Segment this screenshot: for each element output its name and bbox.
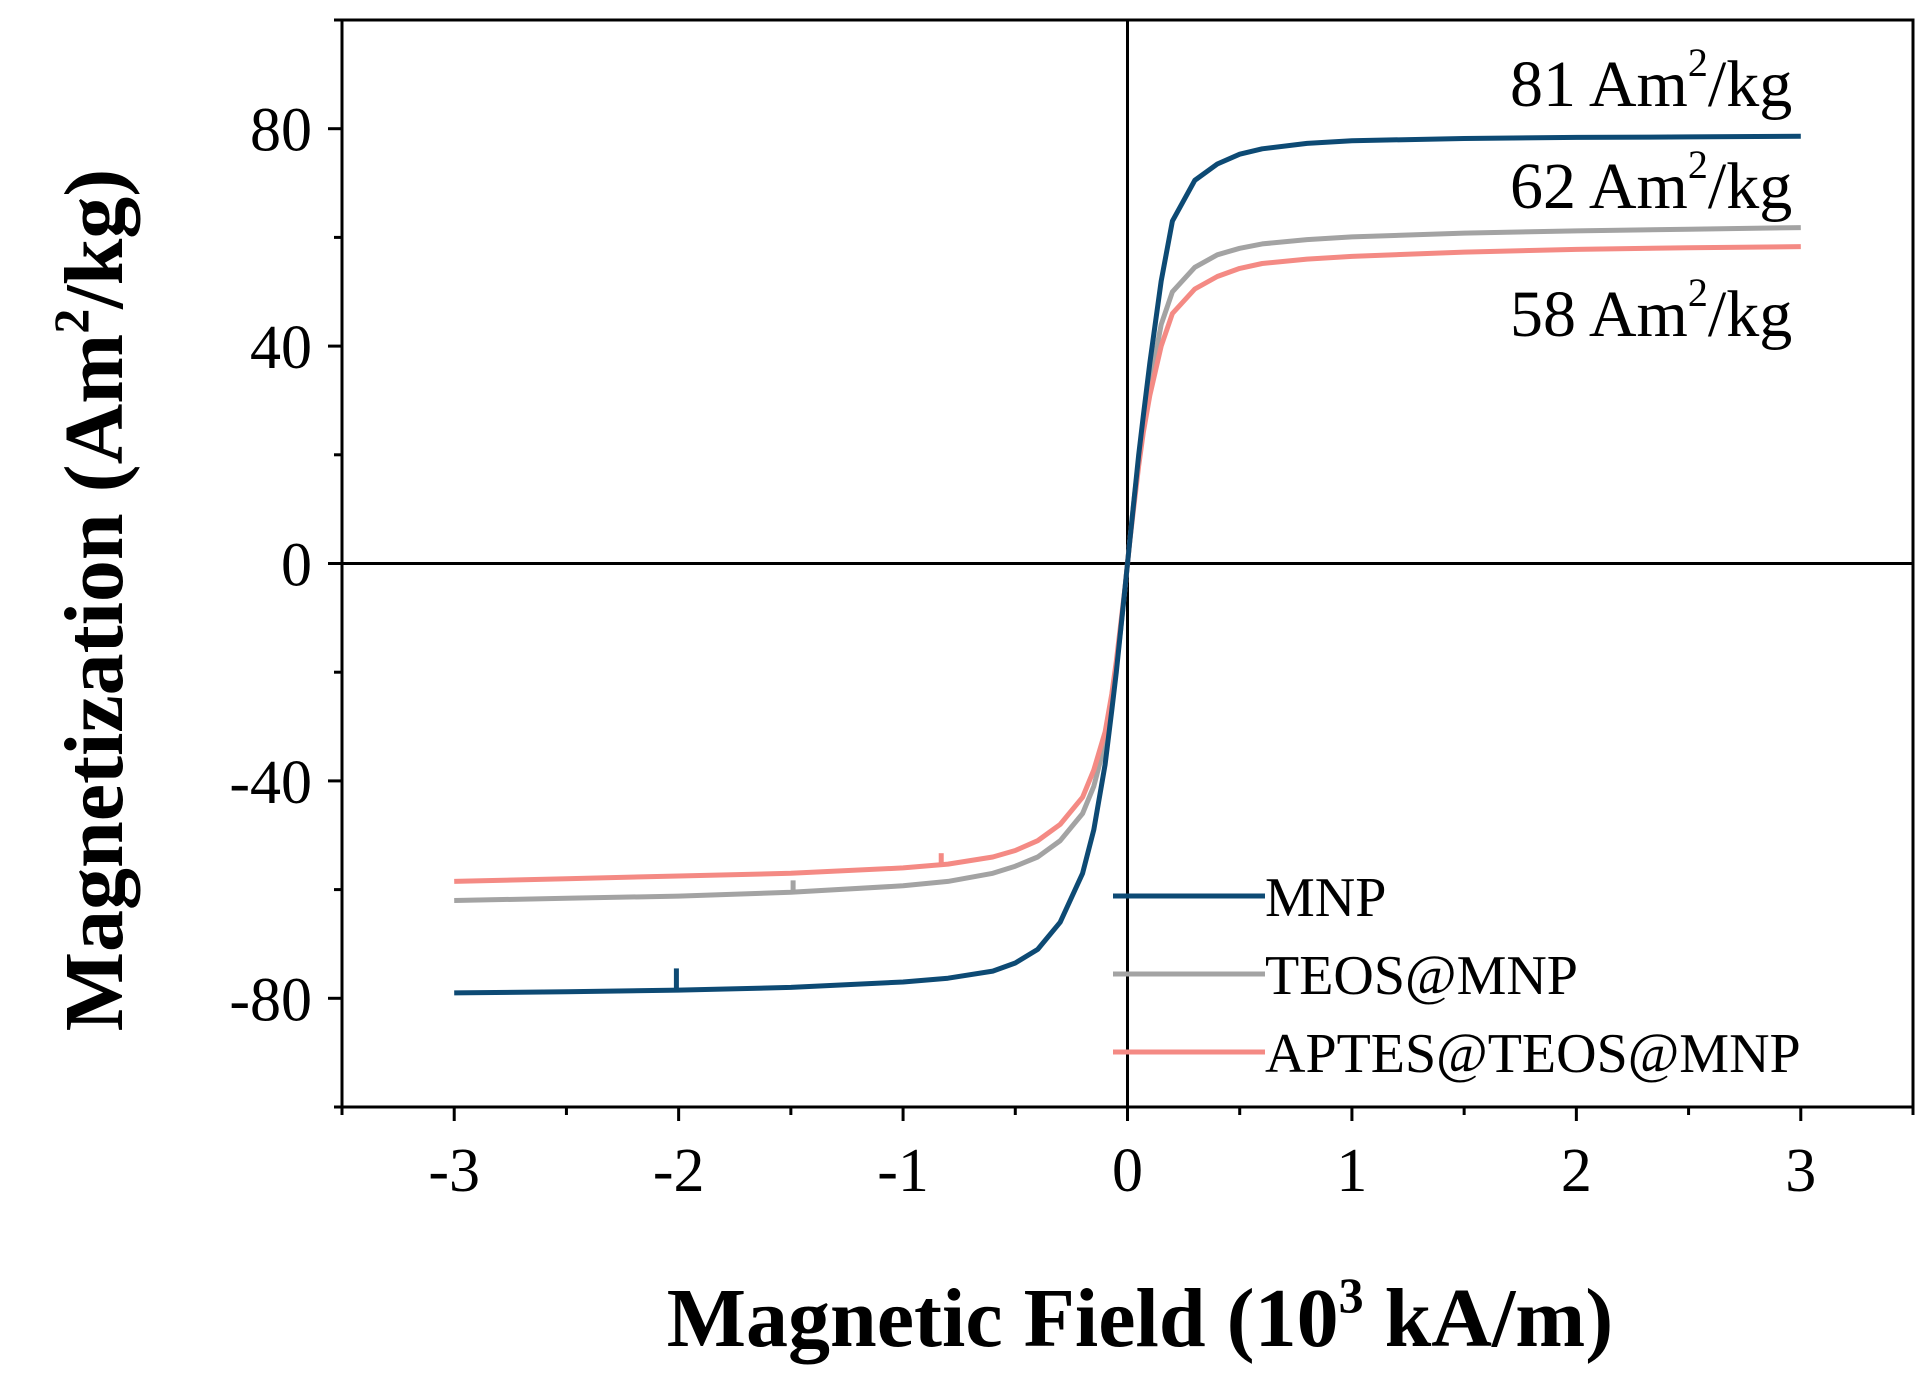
legend: MNP TEOS@MNP APTES@TEOS@MNP (1113, 867, 1801, 1085)
legend-label-teos: TEOS@MNP (1265, 945, 1578, 1007)
x-axis-title: Magnetic Field (103 kA/m) (667, 1267, 1614, 1365)
x-tick-label: -2 (653, 1137, 705, 1205)
axis-ticks (328, 18, 1915, 1121)
x-tick-label: -3 (428, 1137, 480, 1205)
data-curves (454, 133, 1801, 996)
x-tick-labels: -3 -2 -1 0 1 2 3 (428, 1137, 1816, 1205)
y-tick-label: -80 (229, 966, 312, 1034)
x-tick-label: 0 (1112, 1137, 1143, 1205)
y-tick-label: 80 (250, 97, 312, 165)
annotation-aptes: 58 Am2/kg (1510, 270, 1792, 351)
y-axis-title: Magnetization (Am2/kg) (43, 169, 141, 1032)
annotation-teos: 62 Am2/kg (1510, 142, 1792, 223)
y-tick-label: -40 (229, 749, 312, 817)
annotation-mnp: 81 Am2/kg (1510, 40, 1792, 121)
legend-label-mnp: MNP (1265, 867, 1386, 929)
y-tick-label: 0 (281, 532, 312, 600)
x-tick-label: 2 (1561, 1137, 1592, 1205)
y-tick-labels: -80 -40 0 40 80 (229, 97, 312, 1035)
x-tick-label: 1 (1336, 1137, 1367, 1205)
y-tick-label: 40 (250, 314, 312, 382)
series-line-mnp (454, 133, 1801, 996)
x-tick-label: -1 (877, 1137, 929, 1205)
x-tick-label: 3 (1785, 1137, 1816, 1205)
legend-label-aptes: APTES@TEOS@MNP (1265, 1023, 1801, 1085)
